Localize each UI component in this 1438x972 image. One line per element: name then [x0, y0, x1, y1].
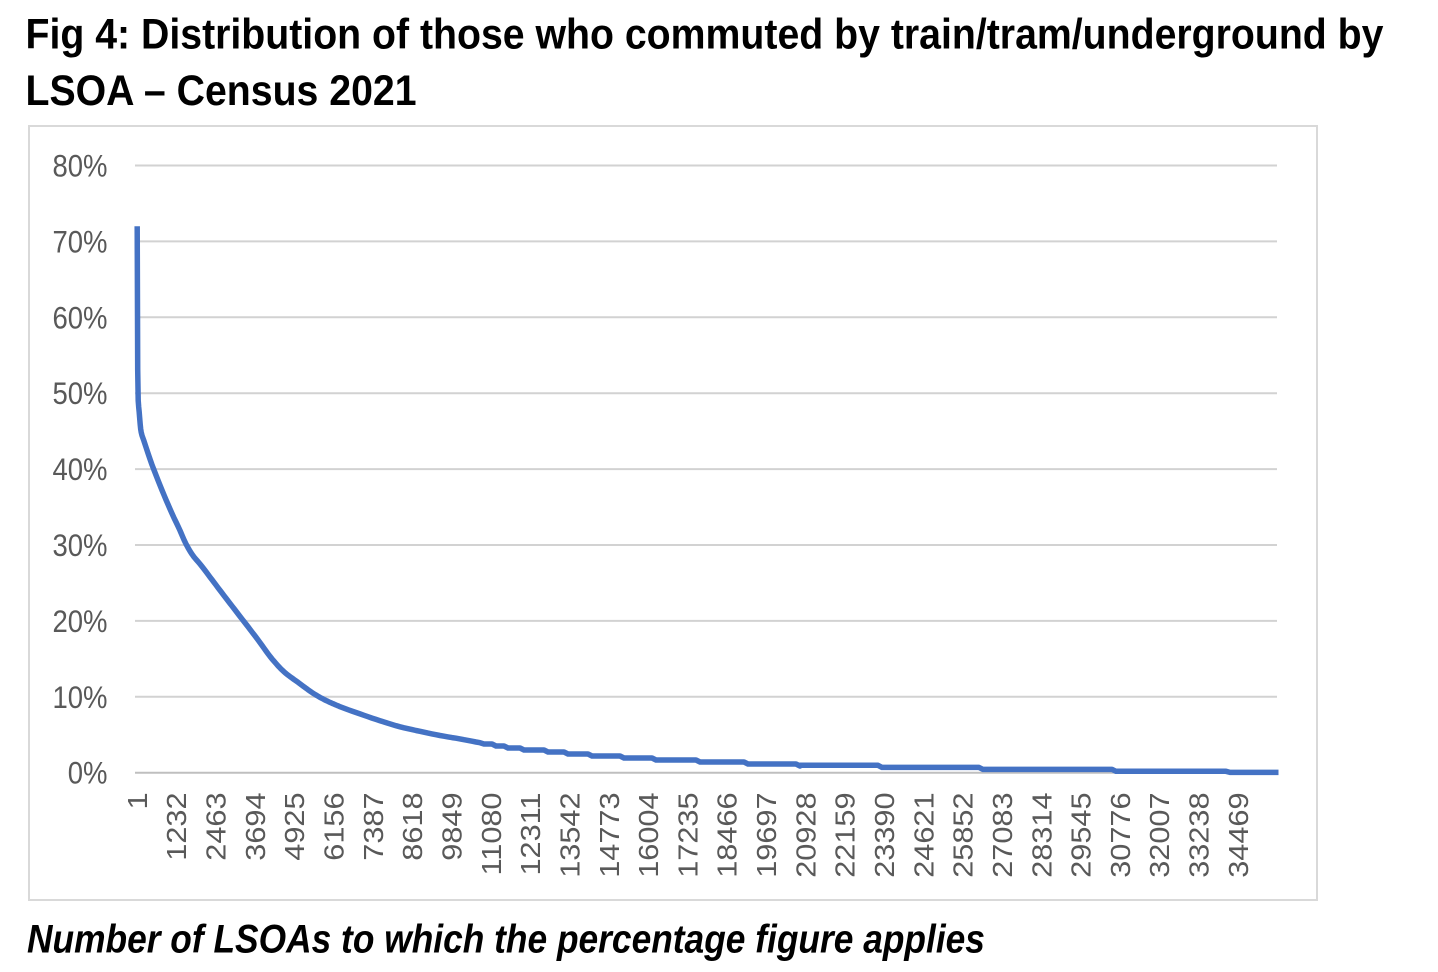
svg-text:20%: 20% — [52, 604, 107, 639]
svg-text:50%: 50% — [52, 376, 107, 411]
svg-text:18466: 18466 — [713, 793, 743, 878]
svg-text:16004: 16004 — [635, 793, 665, 878]
svg-text:60%: 60% — [52, 300, 107, 335]
svg-text:11080: 11080 — [477, 793, 507, 876]
svg-text:32007: 32007 — [1146, 793, 1176, 878]
svg-text:8618: 8618 — [399, 793, 429, 861]
svg-text:25852: 25852 — [949, 793, 979, 878]
svg-text:29545: 29545 — [1067, 793, 1097, 878]
svg-text:1232: 1232 — [163, 793, 193, 861]
svg-text:22159: 22159 — [831, 793, 861, 878]
svg-text:30%: 30% — [52, 528, 107, 563]
svg-text:19697: 19697 — [752, 793, 782, 878]
svg-text:24621: 24621 — [910, 793, 940, 878]
svg-text:20928: 20928 — [792, 793, 822, 878]
svg-text:6156: 6156 — [320, 793, 350, 861]
svg-text:10%: 10% — [52, 680, 107, 715]
svg-text:70%: 70% — [52, 225, 107, 260]
svg-text:12311: 12311 — [517, 793, 547, 876]
svg-text:17235: 17235 — [674, 793, 704, 878]
svg-text:1: 1 — [123, 793, 153, 810]
svg-text:80%: 80% — [52, 149, 107, 184]
svg-text:3694: 3694 — [241, 793, 271, 861]
svg-text:4925: 4925 — [281, 793, 311, 861]
svg-text:40%: 40% — [52, 452, 107, 487]
svg-text:7387: 7387 — [359, 793, 389, 861]
svg-text:33238: 33238 — [1185, 793, 1215, 878]
svg-text:28314: 28314 — [1028, 793, 1058, 878]
svg-text:34469: 34469 — [1224, 793, 1254, 878]
svg-text:2463: 2463 — [202, 793, 232, 861]
svg-text:27083: 27083 — [988, 793, 1018, 878]
svg-text:9849: 9849 — [438, 793, 468, 861]
svg-text:14773: 14773 — [595, 793, 625, 878]
svg-text:30776: 30776 — [1106, 793, 1136, 878]
svg-text:13542: 13542 — [556, 793, 586, 878]
svg-text:0%: 0% — [68, 756, 108, 791]
svg-text:23390: 23390 — [870, 793, 900, 878]
